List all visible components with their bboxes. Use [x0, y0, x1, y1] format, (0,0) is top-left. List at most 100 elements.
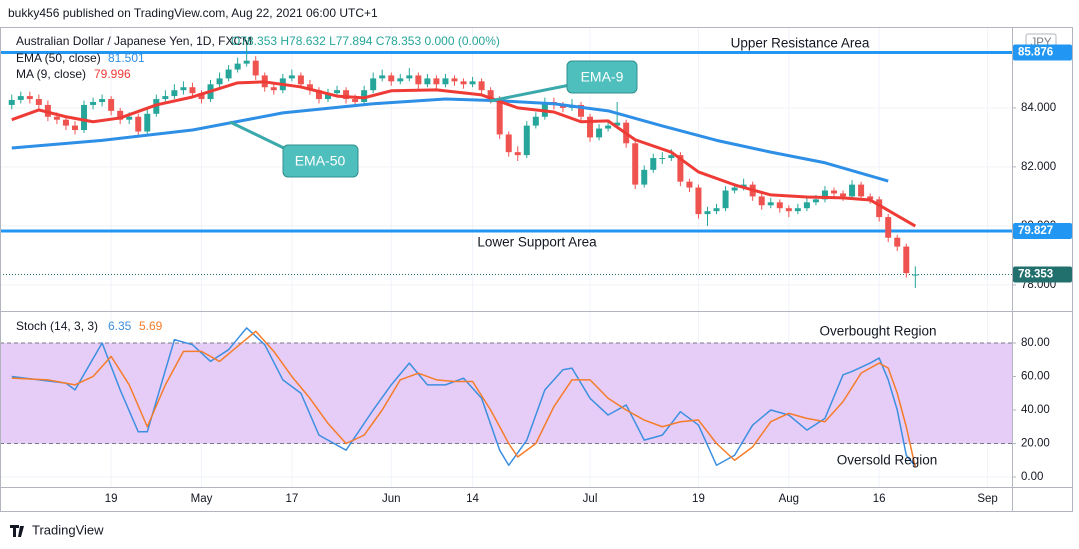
symbol: Australian Dollar / Japanese Yen, 1D, FX… [16, 34, 252, 48]
candle-body [315, 90, 322, 100]
candle-body [505, 134, 512, 153]
candle-body [812, 199, 819, 203]
candle-body [180, 87, 187, 91]
candle-body [487, 90, 494, 100]
indicator-line [11, 80, 917, 228]
candle-body [596, 128, 603, 138]
callout-pointer [229, 120, 289, 152]
candle-body [370, 78, 377, 91]
candle-body [713, 208, 720, 212]
candle-body [840, 193, 847, 197]
x-tick-label: Jun [382, 493, 401, 505]
candle-body [35, 99, 42, 105]
candle-body [198, 93, 205, 100]
candle-body [496, 99, 503, 135]
candle-body [361, 90, 368, 102]
candle-body [288, 75, 295, 79]
candle-body [234, 63, 241, 70]
stoch-k-value: 6.35 [108, 319, 132, 333]
callout-text: EMA-50 [295, 153, 346, 169]
y-tick-label: 60.00 [1021, 371, 1050, 383]
candle-body [514, 152, 521, 156]
candle-body [894, 237, 901, 247]
x-tick-label: 17 [285, 493, 298, 505]
callout-box [566, 60, 638, 94]
indicator-line [11, 97, 889, 183]
ma-legend-value: 79.996 [94, 67, 131, 81]
candle-body [171, 90, 178, 97]
y-tick-label: 84.000 [1021, 102, 1056, 114]
candle-body [297, 75, 304, 85]
candle-body [406, 75, 413, 79]
marks [0, 40, 1012, 468]
candle-body [641, 169, 648, 185]
level-price-box [1013, 44, 1072, 61]
frame [0, 27, 1073, 512]
stoch-line [11, 330, 917, 468]
candle-body [704, 211, 711, 215]
support-label: Lower Support Area [477, 235, 597, 250]
candle-body [270, 87, 277, 91]
candle-body [912, 274, 919, 276]
x-tick-label: 19 [692, 493, 705, 505]
x-tick-label: Aug [779, 493, 799, 505]
candle-body [71, 125, 78, 131]
candle-body [460, 81, 467, 85]
footer: TradingView [32, 522, 104, 537]
candle-body [650, 158, 657, 170]
overbought-label: Overbought Region [819, 324, 936, 339]
candle-body [803, 202, 810, 209]
x-tick-label: Jul [583, 493, 598, 505]
candle-body [243, 60, 250, 64]
last-price-box [1013, 266, 1072, 283]
y-tick-label: 20.00 [1021, 438, 1050, 450]
candle-body [903, 246, 910, 274]
candle-body [189, 87, 196, 94]
candle-body [225, 69, 232, 79]
x-tick-label: 14 [466, 493, 479, 505]
x-tick-label: May [191, 493, 213, 505]
candle-body [867, 196, 874, 200]
candle-body [758, 196, 765, 206]
level-price-box [1013, 223, 1072, 240]
candle-body [415, 75, 422, 85]
candle-body [523, 125, 530, 156]
ema-legend: EMA (50, close) [16, 51, 101, 65]
stoch-band-fill [0, 342, 1012, 444]
candle-body [433, 78, 440, 85]
ema-legend-value: 81.501 [108, 51, 145, 65]
stoch-legend: Stoch (14, 3, 3) [16, 319, 98, 333]
candle-body [379, 75, 386, 79]
candle-body [117, 110, 124, 120]
candle-body [126, 116, 133, 120]
callout-pointer [489, 83, 571, 103]
candle-body [26, 96, 33, 100]
callout-box [282, 144, 359, 178]
candle-body [858, 184, 865, 197]
candle-body [659, 158, 666, 160]
level-price-label: 79.827 [1018, 225, 1053, 237]
candle-body [885, 217, 892, 238]
level-price-label: 85.876 [1018, 47, 1053, 59]
candle-body [352, 99, 359, 102]
stoch-line [11, 327, 916, 467]
candle-body [532, 116, 539, 126]
y-tick-label: 82.000 [1021, 161, 1056, 173]
y-tick-label: 0.00 [1021, 471, 1043, 483]
candle-body [785, 208, 792, 212]
last-price-label: 78.353 [1018, 269, 1053, 281]
candle-body [62, 119, 69, 126]
candle-body [81, 104, 88, 131]
candle-body [343, 90, 350, 100]
candle-body [53, 116, 60, 120]
y-tick-label: 80.00 [1021, 337, 1050, 349]
candle-body [605, 125, 612, 129]
candle-body [135, 116, 142, 132]
header: bukky456 published on TradingView.com, A… [8, 6, 378, 20]
candle-body [162, 96, 169, 100]
candle-body [876, 199, 883, 218]
stoch-band [0, 342, 1012, 444]
oversold-label: Oversold Region [837, 453, 938, 468]
candle-body [469, 81, 476, 85]
